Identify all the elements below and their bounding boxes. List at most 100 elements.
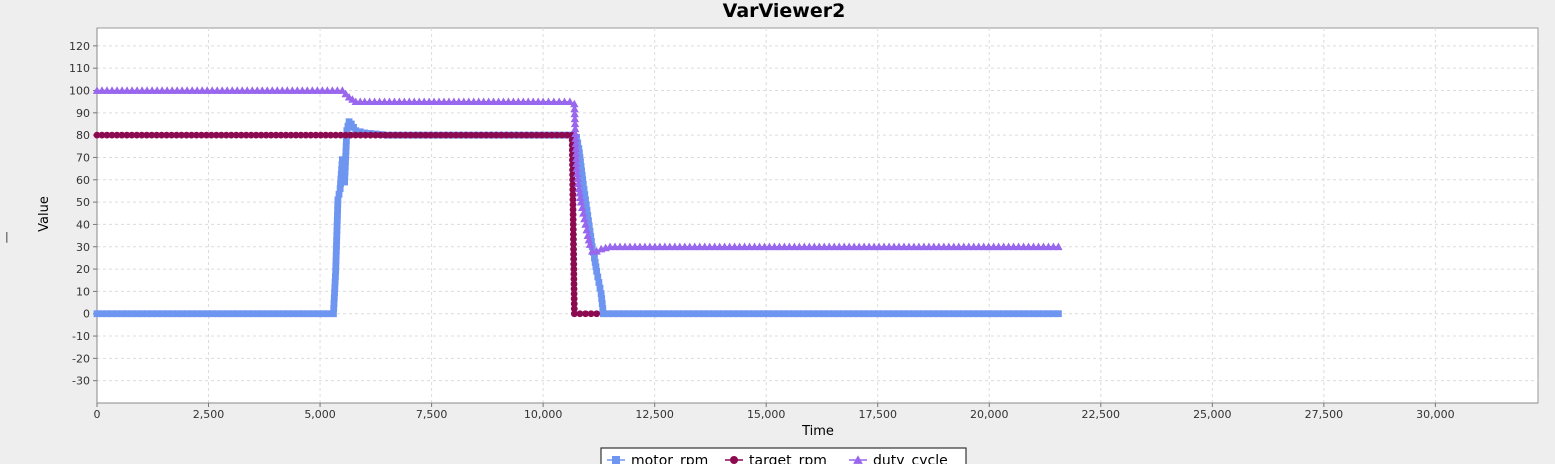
- series-marker: [317, 131, 325, 139]
- x-tick-label: 2,500: [193, 408, 225, 421]
- series-marker: [282, 131, 290, 139]
- legend-item-target_rpm[interactable]: target_rpm: [725, 453, 827, 464]
- series-marker: [334, 196, 342, 204]
- series-marker: [188, 131, 195, 139]
- series-marker: [634, 310, 642, 318]
- legend-item-motor_rpm[interactable]: motor_rpm: [607, 453, 708, 464]
- y-tick-label: -20: [72, 352, 90, 365]
- legend-swatch-marker: [730, 456, 738, 464]
- series-marker: [284, 310, 292, 318]
- series-marker: [234, 310, 242, 318]
- series-marker: [257, 131, 265, 139]
- series-marker: [232, 131, 240, 139]
- series-marker: [586, 227, 594, 235]
- series-marker: [664, 310, 672, 318]
- series-marker: [609, 310, 617, 318]
- series-marker: [422, 131, 430, 139]
- series-marker: [437, 131, 445, 139]
- legend-label: duty_cycle: [873, 453, 948, 464]
- series-marker: [596, 284, 604, 292]
- series-marker: [337, 131, 345, 139]
- series-marker: [975, 310, 982, 318]
- series-marker: [184, 310, 191, 318]
- series-marker: [183, 131, 190, 139]
- series-marker: [571, 124, 580, 133]
- series-marker: [396, 131, 404, 139]
- series-marker: [128, 310, 136, 318]
- series-marker: [964, 310, 972, 318]
- series-marker: [654, 310, 662, 318]
- series-marker: [332, 257, 340, 265]
- series-marker: [302, 131, 310, 139]
- series-marker: [332, 273, 339, 281]
- series-marker: [189, 310, 196, 318]
- series-marker: [159, 310, 166, 318]
- series-marker: [128, 131, 136, 139]
- x-tick-label: 15,000: [747, 408, 786, 421]
- series-marker: [123, 310, 131, 318]
- series-marker: [598, 300, 606, 308]
- y-tick-label: 110: [69, 62, 90, 75]
- series-marker: [570, 280, 578, 288]
- series-marker: [272, 131, 280, 139]
- series-marker: [824, 310, 832, 318]
- series-marker: [332, 131, 340, 139]
- series-marker: [337, 180, 344, 188]
- series-marker: [503, 131, 510, 139]
- series-marker: [307, 131, 315, 139]
- series-marker: [193, 131, 200, 139]
- series-marker: [333, 232, 341, 239]
- y-tick-label: -30: [72, 375, 90, 388]
- series-marker: [319, 310, 327, 318]
- series-marker: [237, 131, 245, 139]
- series-marker: [834, 310, 842, 318]
- series-marker: [759, 310, 767, 318]
- series-marker: [331, 283, 339, 291]
- series-marker: [949, 310, 957, 318]
- series-marker: [570, 275, 578, 283]
- series-marker: [352, 131, 360, 139]
- series-marker: [262, 131, 270, 139]
- series-marker: [118, 131, 126, 139]
- series-marker: [252, 131, 260, 139]
- x-axis-label: Time: [801, 424, 834, 439]
- series-marker: [789, 310, 797, 318]
- series-marker: [570, 255, 578, 263]
- series-marker: [794, 310, 802, 318]
- series-marker: [153, 131, 161, 139]
- series-marker: [417, 131, 424, 139]
- series-marker: [570, 114, 580, 123]
- y-tick-label: 40: [76, 218, 90, 231]
- series-marker: [322, 131, 330, 139]
- x-axis-ticks: 0 2,500 5,000 7,500 10,000 12,500 15,000 17,500…: [94, 403, 1455, 421]
- series-marker: [1055, 310, 1062, 318]
- series-marker: [1010, 310, 1017, 318]
- series-marker: [314, 310, 322, 318]
- series-marker: [995, 310, 1002, 318]
- series-marker: [402, 131, 409, 139]
- series-marker: [93, 131, 101, 139]
- series-marker: [569, 186, 577, 194]
- series-marker: [764, 310, 772, 318]
- series-marker: [103, 131, 111, 139]
- series-duty_cycle: [92, 86, 1063, 255]
- series: [92, 86, 1063, 318]
- series-marker: [342, 152, 350, 160]
- series-marker: [330, 305, 338, 312]
- legend[interactable]: motor_rpm target_rpm duty_cycle: [600, 447, 967, 464]
- series-marker: [108, 131, 116, 139]
- series-marker: [334, 206, 341, 214]
- legend-item-duty_cycle[interactable]: duty_cycle: [849, 453, 948, 464]
- series-marker: [939, 310, 947, 318]
- series-marker: [377, 131, 384, 139]
- series-marker: [570, 305, 578, 313]
- series-marker: [719, 310, 727, 318]
- x-tick-label: 0: [94, 408, 101, 421]
- series-marker: [624, 310, 632, 318]
- series-marker: [482, 131, 490, 139]
- series-marker: [582, 225, 591, 234]
- series-marker: [563, 131, 571, 139]
- y-tick-label: 80: [76, 129, 90, 142]
- series-marker: [714, 310, 722, 318]
